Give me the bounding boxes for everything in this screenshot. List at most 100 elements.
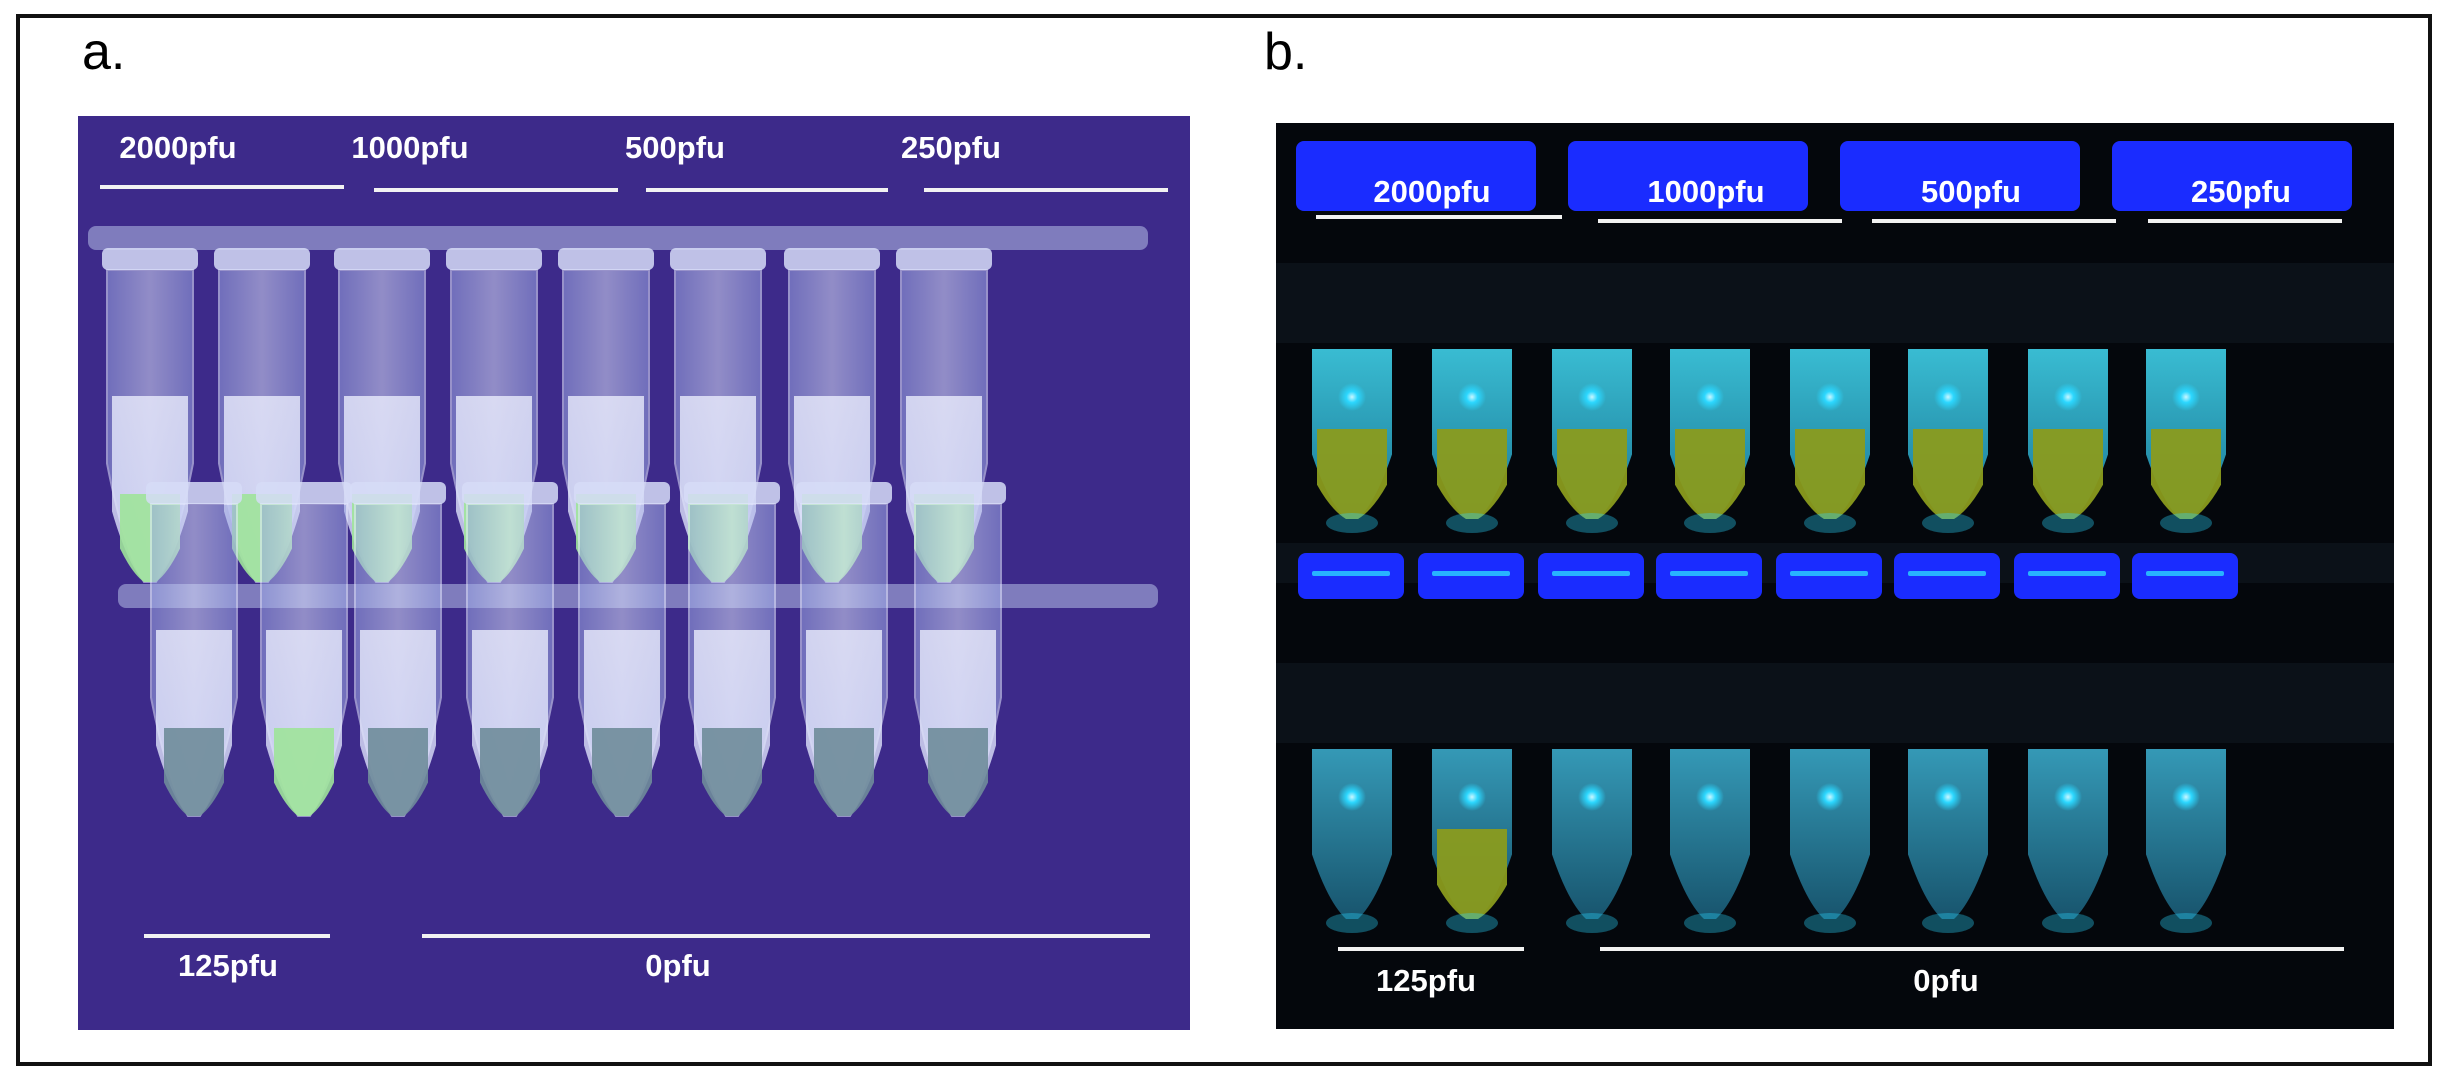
panel-a-bottom-tube-5	[574, 482, 670, 817]
tube-body	[1908, 749, 1988, 919]
tube-glow	[2172, 383, 2200, 411]
panel-b-top-row-tubes	[1312, 349, 2226, 533]
panel-a-line-2000pfu	[100, 185, 344, 189]
tube-reflection	[1922, 913, 1974, 933]
panel-a-bottom-tube-8	[910, 482, 1006, 817]
tube-cap	[462, 482, 558, 504]
tube-reflection	[1326, 913, 1378, 933]
tube-liquid	[592, 728, 652, 816]
tube-cap	[684, 482, 780, 504]
panel-b-bottom-tube-4	[1670, 749, 1750, 933]
panel-b-line-1000pfu	[1598, 219, 1842, 223]
panel-b-top-caps	[1296, 141, 2352, 211]
panel-b-shelf-3	[1276, 663, 2394, 743]
panel-b-top-tube-1	[1312, 349, 1392, 533]
panel-b-label-0pfu: 0pfu	[1913, 963, 1979, 998]
panel-b-bottom-tube-2	[1432, 749, 1512, 933]
tube-reflection	[1684, 913, 1736, 933]
panel-a-bottom-tube-4	[462, 482, 558, 817]
tube-body	[1312, 749, 1392, 919]
tube-reflection	[1566, 513, 1618, 533]
tube-positive-liquid	[1437, 829, 1507, 919]
tube-liquid	[274, 728, 334, 816]
tube-glow	[1338, 383, 1366, 411]
tube-glow	[1578, 783, 1606, 811]
tube-positive-liquid	[1795, 429, 1865, 519]
panel-b-top-cap-block-2	[1568, 141, 1808, 211]
tube-cap	[784, 248, 880, 270]
tube-glow	[2172, 783, 2200, 811]
panel-b-line-2000pfu	[1316, 215, 1562, 219]
panel-a-label-125pfu: 125pfu	[178, 948, 278, 983]
tube-liquid	[368, 728, 428, 816]
panel-b-line-0pfu	[1600, 947, 2344, 951]
panel-b-top-tube-7	[2028, 349, 2108, 533]
panel-b-label-250pfu: 250pfu	[2191, 174, 2291, 209]
panel-b-shelf-1	[1276, 263, 2394, 343]
tube-reflection	[1446, 913, 1498, 933]
panel-a-bottom-row-tubes	[146, 482, 1006, 817]
tube-reflection	[1804, 513, 1856, 533]
tube-reflection	[1326, 513, 1378, 533]
panel-a-bottom-tube-1	[146, 482, 242, 817]
panel-a-label-0pfu: 0pfu	[645, 948, 711, 983]
panel-a-label-250pfu: 250pfu	[901, 130, 1001, 165]
panel-b-letter: b.	[1264, 23, 1308, 81]
cap-rim-glow	[1312, 571, 1390, 576]
tube-reflection	[1804, 913, 1856, 933]
panel-b-line-500pfu	[1872, 219, 2116, 223]
panel-b-bottom-tube-3	[1552, 749, 1632, 933]
panel-b-top-tube-6	[1908, 349, 1988, 533]
tube-liquid	[928, 728, 988, 816]
panel-b-line-250pfu	[2148, 219, 2342, 223]
tube-positive-liquid	[2033, 429, 2103, 519]
tube-cap	[256, 482, 352, 504]
tube-cap	[350, 482, 446, 504]
tube-cap	[446, 248, 542, 270]
tube-reflection	[2160, 913, 2212, 933]
cap-rim-glow	[1670, 571, 1748, 576]
panel-a-line-1000pfu	[374, 188, 618, 192]
panel-a-line-250pfu	[924, 188, 1168, 192]
tube-reflection	[1684, 513, 1736, 533]
panel-b-label-2000pfu: 2000pfu	[1373, 174, 1491, 209]
tube-body	[1670, 749, 1750, 919]
tube-positive-liquid	[1913, 429, 1983, 519]
tube-cap	[910, 482, 1006, 504]
panel-b-bottom-tube-1	[1312, 749, 1392, 933]
tube-glow	[1816, 383, 1844, 411]
panel-b-bottom-tube-8	[2146, 749, 2226, 933]
panel-a-line-125pfu	[144, 934, 330, 938]
panel-b-label-500pfu: 500pfu	[1921, 174, 2021, 209]
tube-positive-liquid	[1317, 429, 1387, 519]
panel-b-bottom-caps	[1298, 553, 2238, 599]
tube-glow	[1934, 783, 1962, 811]
tube-glow	[1696, 783, 1724, 811]
panel-a-label-2000pfu: 2000pfu	[119, 130, 237, 165]
panel-a-bottom-tube-3	[350, 482, 446, 817]
tube-reflection	[2042, 913, 2094, 933]
panel-b-bottom-tube-6	[1908, 749, 1988, 933]
tube-liquid	[164, 728, 224, 816]
tube-body	[1790, 749, 1870, 919]
tube-body	[2028, 749, 2108, 919]
panel-b-line-125pfu	[1338, 947, 1524, 951]
panel-b-top-tube-2	[1432, 349, 1512, 533]
panel-b-top-tube-3	[1552, 349, 1632, 533]
tube-cap	[796, 482, 892, 504]
tube-reflection	[2160, 513, 2212, 533]
tube-glow	[1338, 783, 1366, 811]
tube-positive-liquid	[1437, 429, 1507, 519]
panel-b-top-tube-8	[2146, 349, 2226, 533]
panel-b-top-tube-4	[1670, 349, 1750, 533]
tube-positive-liquid	[1557, 429, 1627, 519]
tube-cap	[670, 248, 766, 270]
tube-glow	[1458, 383, 1486, 411]
panel-a-bottom-tube-6	[684, 482, 780, 817]
tube-glow	[1816, 783, 1844, 811]
tube-reflection	[1446, 513, 1498, 533]
tube-glow	[2054, 383, 2082, 411]
tube-cap	[558, 248, 654, 270]
panel-b-top-cap-block-1	[1296, 141, 1536, 211]
tube-body	[1552, 749, 1632, 919]
